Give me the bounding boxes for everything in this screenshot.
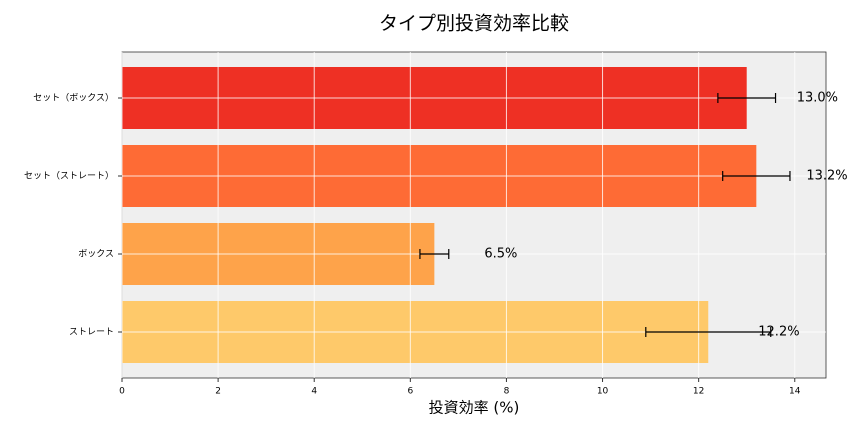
y-tick-label: ボックス	[78, 249, 114, 260]
error-bar	[717, 93, 777, 103]
data-label: 12.2%	[758, 325, 799, 340]
error-bar	[645, 327, 772, 337]
x-tick-label: 12	[693, 387, 704, 397]
x-tick-label: 6	[407, 387, 413, 397]
y-tick-label: セット（ストレート）	[24, 171, 114, 182]
x-tick-label: 10	[597, 387, 609, 397]
y-tick-label: ストレート	[69, 328, 114, 338]
error-bar	[722, 171, 791, 181]
data-label: 6.5%	[484, 247, 517, 262]
y-tick-label: セット（ボックス）	[33, 93, 114, 104]
x-tick-label: 2	[215, 387, 221, 397]
x-axis-label: 投資効率 (%)	[429, 399, 520, 417]
x-tick-label: 14	[789, 387, 801, 397]
error-bar	[419, 249, 450, 259]
x-tick-label: 8	[504, 387, 510, 397]
data-label: 13.0%	[797, 91, 838, 106]
data-label: 13.2%	[806, 169, 847, 184]
x-tick-label: 0	[119, 387, 125, 397]
x-tick-label: 4	[311, 387, 317, 397]
chart-title: タイプ別投資効率比較	[379, 13, 569, 35]
